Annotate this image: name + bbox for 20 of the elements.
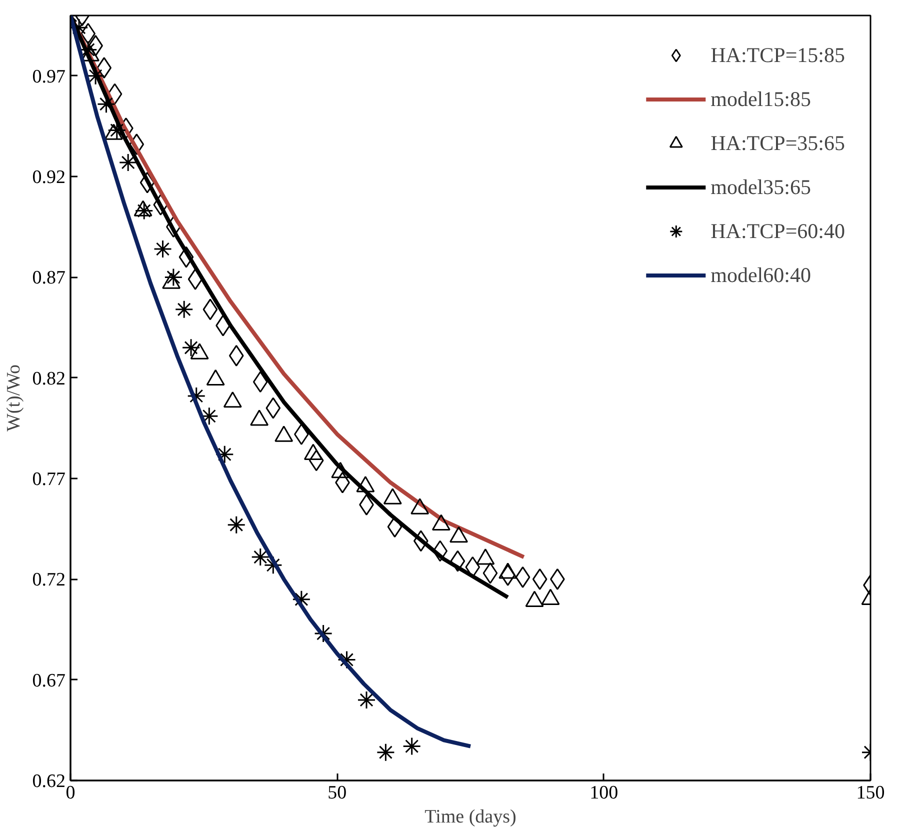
legend-label: model60:40 xyxy=(710,262,811,288)
x-tick-label: 150 xyxy=(856,782,885,804)
y-tick-label: 0.77 xyxy=(32,469,66,490)
x-tick-label: 0 xyxy=(66,782,76,804)
y-tick-label: 0.72 xyxy=(32,570,66,591)
y-axis-title: W(t)/Wo xyxy=(3,364,24,432)
x-tick-label: 100 xyxy=(590,782,618,804)
legend-label: HA:TCP=60:40 xyxy=(710,218,845,244)
legend-label: HA:TCP=35:65 xyxy=(710,130,845,156)
legend-label: HA:TCP=15:85 xyxy=(710,42,845,68)
y-tick-label: 0.67 xyxy=(32,670,66,692)
x-tick-label: 50 xyxy=(328,782,347,804)
y-tick-label: 0.87 xyxy=(32,268,66,289)
x-axis-title: Time (days) xyxy=(424,806,516,828)
legend-label: model15:85 xyxy=(710,86,811,112)
y-tick-label: 0.82 xyxy=(32,368,66,390)
y-tick-label: 0.97 xyxy=(32,66,66,88)
legend-label: model35:65 xyxy=(710,174,811,200)
y-tick-label: 0.62 xyxy=(32,771,66,792)
y-tick-label: 0.92 xyxy=(32,167,66,188)
